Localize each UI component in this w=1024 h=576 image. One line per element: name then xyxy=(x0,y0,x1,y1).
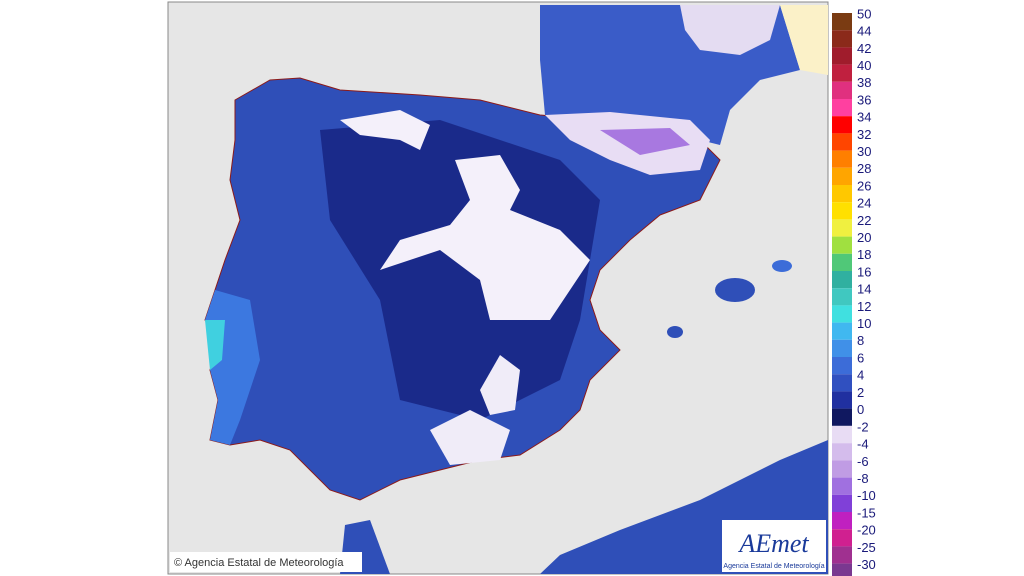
snow-nevada xyxy=(430,410,510,465)
legend-label: 2 xyxy=(857,385,864,400)
legend-label: 38 xyxy=(857,75,871,90)
legend-swatch xyxy=(832,219,852,237)
legend-label: 14 xyxy=(857,282,871,297)
legend-swatch xyxy=(832,133,852,151)
legend-label: -10 xyxy=(857,488,876,503)
legend-swatch xyxy=(832,81,852,99)
snow-cantabria xyxy=(340,110,430,150)
interior-cold xyxy=(320,120,600,420)
legend-label: -2 xyxy=(857,419,869,434)
credit-box xyxy=(170,552,362,572)
legend-swatch xyxy=(832,391,852,409)
legend-label: 12 xyxy=(857,299,871,314)
legend-swatch xyxy=(832,563,852,576)
legend-swatch xyxy=(832,64,852,82)
legend-label: -15 xyxy=(857,505,876,520)
legend-swatch xyxy=(832,374,852,392)
legend-swatch xyxy=(832,185,852,203)
legend-swatch xyxy=(832,167,852,185)
legend-swatch xyxy=(832,322,852,340)
legend-swatch xyxy=(832,13,852,31)
legend-label: -8 xyxy=(857,471,869,486)
legend-swatch xyxy=(832,408,852,426)
legend-swatch xyxy=(832,443,852,461)
legend-label: 4 xyxy=(857,368,864,383)
legend-label: 6 xyxy=(857,350,864,365)
legend-swatch xyxy=(832,47,852,65)
legend-label: 16 xyxy=(857,264,871,279)
legend-label: 44 xyxy=(857,24,871,39)
legend-label: 24 xyxy=(857,196,871,211)
legend-swatch xyxy=(832,426,852,444)
alps-snow xyxy=(680,5,780,55)
legend-label: 50 xyxy=(857,6,871,21)
legend-label: 32 xyxy=(857,127,871,142)
legend-label: 34 xyxy=(857,110,871,125)
legend-label: 10 xyxy=(857,316,871,331)
legend-swatch xyxy=(832,357,852,375)
snow-iberian xyxy=(380,155,590,320)
legend-label: 42 xyxy=(857,41,871,56)
credit: © Agencia Estatal de Meteorología xyxy=(174,557,344,569)
legend-label: -25 xyxy=(857,540,876,555)
legend-swatch xyxy=(832,202,852,220)
legend-swatch xyxy=(832,271,852,289)
legend: 5044424038363432302826242220181614121086… xyxy=(832,6,876,576)
legend-swatch xyxy=(832,477,852,495)
legend-swatch xyxy=(832,288,852,306)
legend-label: 0 xyxy=(857,402,864,417)
legend-swatch xyxy=(832,253,852,271)
legend-label: -30 xyxy=(857,557,876,572)
legend-swatch xyxy=(832,99,852,117)
legend-swatch xyxy=(832,150,852,168)
ibiza xyxy=(667,326,683,338)
legend-label: 18 xyxy=(857,247,871,262)
logo-subtitle: Agencia Estatal de Meteorología xyxy=(723,563,824,570)
legend-swatch xyxy=(832,546,852,564)
legend-label: -6 xyxy=(857,454,869,469)
legend-swatch xyxy=(832,30,852,48)
legend-swatch xyxy=(832,512,852,530)
legend-swatch xyxy=(832,460,852,478)
legend-swatch xyxy=(832,494,852,512)
legend-label: 8 xyxy=(857,333,864,348)
coast-cyan xyxy=(205,320,225,370)
legend-label: 26 xyxy=(857,178,871,193)
pyrenees-peak xyxy=(600,128,690,155)
legend-label: 36 xyxy=(857,92,871,107)
legend-label: 20 xyxy=(857,230,871,245)
legend-label: -4 xyxy=(857,437,869,452)
logo: AEmet xyxy=(737,529,809,558)
snow-segura xyxy=(480,355,520,415)
legend-label: -20 xyxy=(857,523,876,538)
legend-label: 30 xyxy=(857,144,871,159)
legend-swatch xyxy=(832,339,852,357)
menorca xyxy=(772,260,792,272)
france-north xyxy=(780,5,828,75)
mallorca xyxy=(715,278,755,302)
logo-box xyxy=(722,520,826,572)
legend-swatch xyxy=(832,236,852,254)
legend-label: 40 xyxy=(857,58,871,73)
legend-swatch xyxy=(832,116,852,134)
legend-label: 28 xyxy=(857,161,871,176)
legend-swatch xyxy=(832,305,852,323)
legend-swatch xyxy=(832,529,852,547)
legend-label: 22 xyxy=(857,213,871,228)
